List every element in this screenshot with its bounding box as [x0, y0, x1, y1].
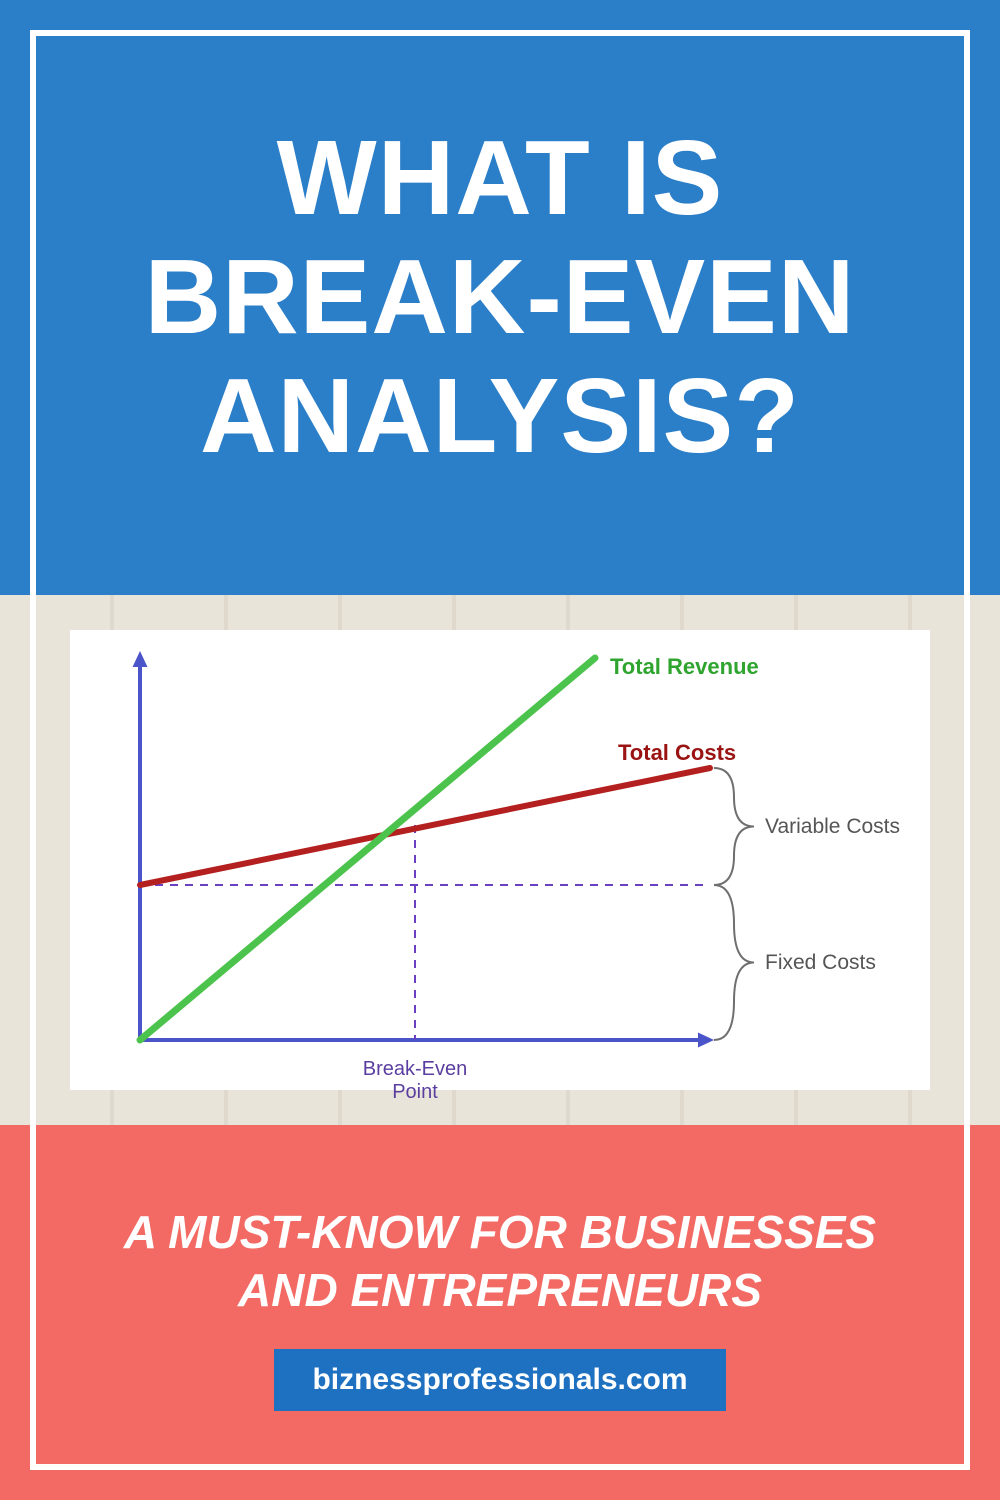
break-even-chart: Total Revenue Total Costs Variable Costs… — [70, 630, 930, 1090]
bottom-panel: A MUST-KNOW FOR BUSINESSES AND ENTREPREN… — [0, 1125, 1000, 1500]
main-title: WHAT IS BREAK-EVEN ANALYSIS? — [0, 119, 1000, 475]
source-url-chip: biznessprofessionals.com — [274, 1349, 725, 1411]
label-variable-costs: Variable Costs — [765, 815, 900, 839]
chart-panel: Total Revenue Total Costs Variable Costs… — [0, 595, 1000, 1125]
label-total-costs: Total Costs — [618, 740, 736, 766]
label-total-revenue: Total Revenue — [610, 654, 759, 680]
top-panel: WHAT IS BREAK-EVEN ANALYSIS? — [0, 0, 1000, 595]
chart-svg — [70, 630, 930, 1090]
label-break-even: Break-Even Point — [363, 1058, 468, 1104]
infographic-card: WHAT IS BREAK-EVEN ANALYSIS? Total Reven… — [0, 0, 1000, 1500]
label-fixed-costs: Fixed Costs — [765, 951, 876, 975]
subtitle: A MUST-KNOW FOR BUSINESSES AND ENTREPREN… — [60, 1204, 940, 1319]
